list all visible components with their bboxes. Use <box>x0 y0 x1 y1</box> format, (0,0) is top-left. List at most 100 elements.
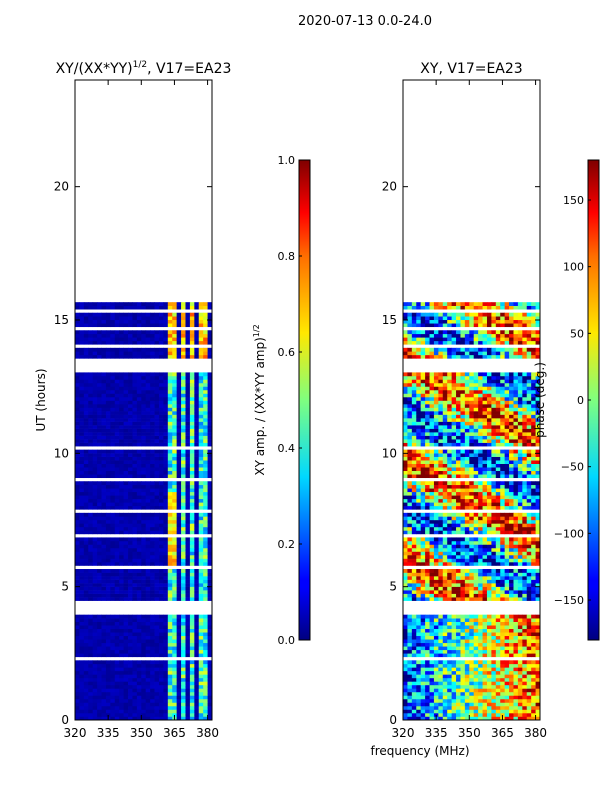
heatmap-cell <box>504 646 510 651</box>
heatmap-cell <box>185 586 191 591</box>
heatmap-cell <box>198 414 204 419</box>
heatmap-cell <box>132 414 138 419</box>
heatmap-cell <box>203 691 208 696</box>
heatmap-cell <box>433 547 439 552</box>
heatmap-cell <box>185 421 191 426</box>
heatmap-cell <box>150 495 155 500</box>
heatmap-cell <box>513 614 519 619</box>
heatmap-cell <box>411 639 417 644</box>
heatmap-cell <box>119 351 125 356</box>
heatmap-cell <box>132 547 138 552</box>
heatmap-cell <box>128 586 133 591</box>
heatmap-cell <box>181 572 186 577</box>
heatmap-cell <box>83 663 89 668</box>
heatmap-cell <box>105 302 111 306</box>
heatmap-cell <box>141 688 147 693</box>
heatmap-cell <box>407 642 413 647</box>
heatmap-cell <box>176 516 182 521</box>
heatmap-cell <box>158 698 164 703</box>
heatmap-cell <box>185 642 191 647</box>
heatmap-cell <box>145 569 151 573</box>
heatmap-cell <box>88 660 94 665</box>
heatmap-cell <box>473 618 479 622</box>
heatmap-cell <box>167 698 173 703</box>
heatmap-cell <box>416 544 422 549</box>
heatmap-cell <box>79 319 85 324</box>
heatmap-cell <box>97 389 102 394</box>
heatmap-cell <box>150 407 155 412</box>
heatmap-cell <box>83 396 89 401</box>
heatmap-cell <box>110 428 116 433</box>
heatmap-cell <box>482 660 488 665</box>
heatmap-cell <box>141 691 147 696</box>
heatmap-cell <box>416 590 422 594</box>
heatmap-cell <box>167 425 173 429</box>
heatmap-cell <box>132 621 138 626</box>
heatmap-cell <box>79 421 85 426</box>
heatmap-cell <box>176 411 182 415</box>
heatmap-cell <box>473 712 479 717</box>
heatmap-cell <box>411 544 417 549</box>
heatmap-cell <box>403 628 408 633</box>
heatmap-cell <box>469 618 475 622</box>
heatmap-cell <box>207 569 213 573</box>
heatmap-cell <box>176 312 182 317</box>
heatmap-cell <box>114 414 120 419</box>
heatmap-cell <box>486 558 492 563</box>
heatmap-cell <box>145 540 151 545</box>
heatmap-cell <box>176 347 182 352</box>
heatmap-cell <box>500 562 506 566</box>
heatmap-cell <box>198 642 204 647</box>
heatmap-cell <box>114 488 120 493</box>
heatmap-cell <box>411 562 417 566</box>
heatmap-cell <box>101 516 107 521</box>
heatmap-cell <box>403 632 408 637</box>
heatmap-cell <box>128 481 133 486</box>
heatmap-cell <box>114 372 120 377</box>
heatmap-cell <box>128 621 133 626</box>
heatmap-cell <box>105 400 111 405</box>
heatmap-cell <box>482 709 488 714</box>
heatmap-cell <box>194 396 200 401</box>
heatmap-cell <box>181 576 186 580</box>
heatmap-cell <box>167 653 173 658</box>
heatmap-cell <box>136 439 142 443</box>
heatmap-cell <box>176 432 182 436</box>
heatmap-cell <box>185 442 191 447</box>
heatmap-cell <box>181 698 186 703</box>
heatmap-cell <box>167 530 173 535</box>
heatmap-cell <box>132 660 138 665</box>
heatmap-cell <box>145 688 151 693</box>
heatmap-cell <box>79 379 85 384</box>
heatmap-cell <box>203 421 208 426</box>
heatmap-cell <box>136 372 142 377</box>
heatmap-cell <box>119 547 125 552</box>
heatmap-cell <box>486 523 492 528</box>
heatmap-cell <box>411 649 417 654</box>
heatmap-cell <box>442 502 448 507</box>
heatmap-cell <box>132 590 138 594</box>
heatmap-cell <box>473 663 479 668</box>
heatmap-cell <box>438 547 444 552</box>
heatmap-cell <box>203 386 208 391</box>
heatmap-cell <box>522 558 528 563</box>
heatmap-cell <box>167 670 173 675</box>
heatmap-cell <box>128 316 133 321</box>
heatmap-cell <box>128 702 133 707</box>
heatmap-cell <box>189 407 195 412</box>
heatmap-cell <box>172 414 178 419</box>
heatmap-cell <box>114 351 120 356</box>
heatmap-cell <box>185 646 191 651</box>
heatmap-cell <box>88 498 94 503</box>
heatmap-cell <box>167 302 173 306</box>
heatmap-cell <box>123 498 129 503</box>
heatmap-cell <box>83 530 89 535</box>
heatmap-cell <box>495 583 501 587</box>
heatmap-cell <box>482 516 488 521</box>
heatmap-cell <box>189 586 195 591</box>
heatmap-cell <box>141 583 147 587</box>
heatmap-cell <box>482 597 488 601</box>
heatmap-cell <box>403 583 408 587</box>
heatmap-cell <box>482 681 488 686</box>
